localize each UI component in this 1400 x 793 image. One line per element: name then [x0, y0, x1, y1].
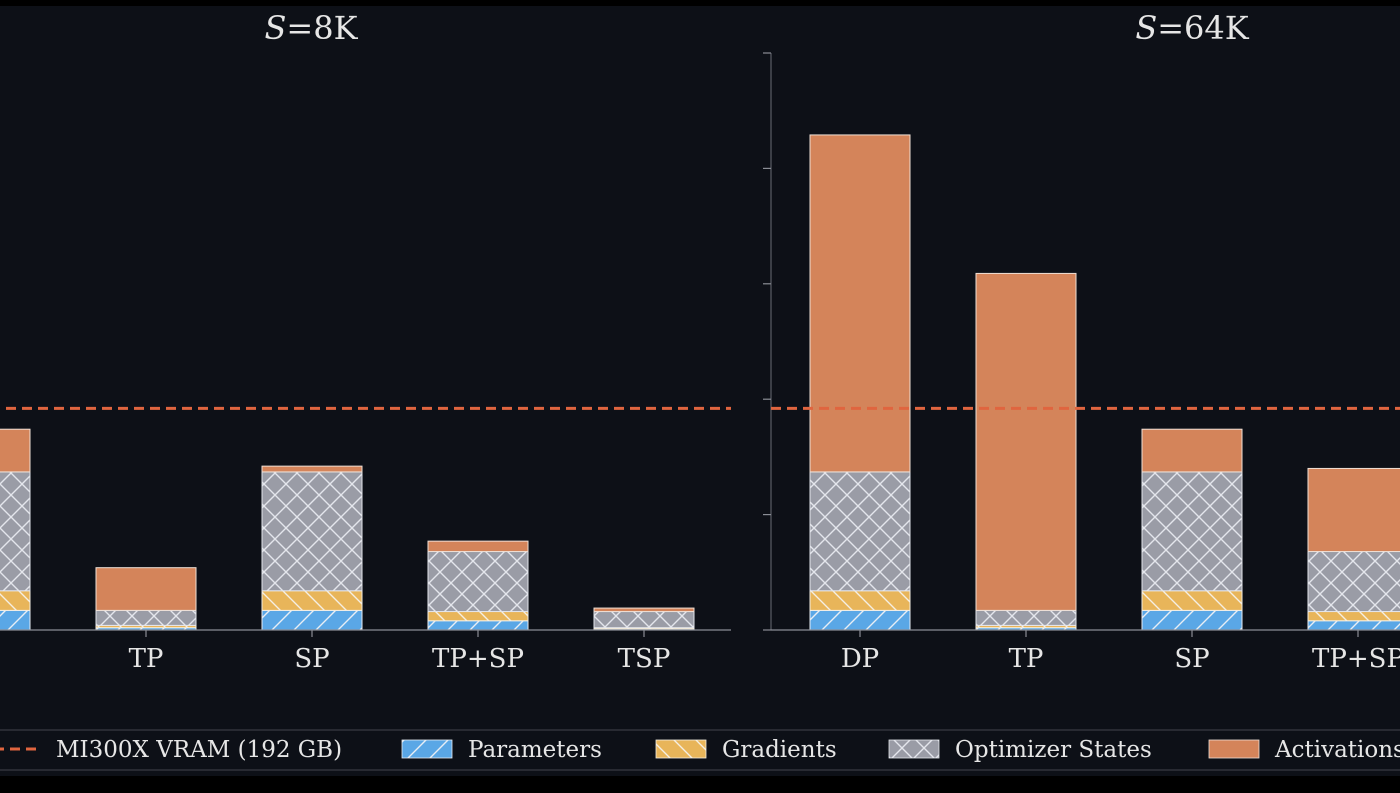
panel-title-value: =64K	[1157, 9, 1250, 47]
bar-activations-dp	[809, 134, 911, 473]
bar-activations-tsp	[593, 607, 695, 613]
bar-activations-tp-plus-sp	[1307, 467, 1400, 553]
x-tick-label: TSP	[618, 644, 671, 674]
x-tick-label: SP	[294, 644, 329, 674]
panel-title-var: S	[1135, 9, 1157, 47]
bar-parameters-tp-plus-sp	[427, 620, 529, 631]
bar-optimizer-dp	[809, 471, 911, 592]
bar-optimizer-tp	[95, 609, 197, 626]
bar-gradients-sp	[261, 590, 363, 611]
panel-title-s64k: S=64K	[1135, 9, 1249, 47]
bars-s64k	[809, 134, 1400, 631]
legend-parameters-label: Parameters	[468, 737, 602, 763]
bar-optimizer-sp	[1141, 471, 1243, 592]
bar-gradients-dp	[0, 590, 31, 611]
bar-parameters-sp	[1141, 609, 1243, 631]
legend-parameters-swatch	[401, 739, 453, 759]
bar-gradients-tp-plus-sp	[427, 611, 529, 622]
bar-parameters-dp	[0, 609, 31, 631]
bar-gradients-dp	[809, 590, 911, 611]
bar-optimizer-tsp	[593, 611, 695, 629]
panel-title-value: =8K	[286, 9, 358, 47]
bar-optimizer-dp	[0, 471, 31, 592]
x-tick-label: TP	[1009, 644, 1044, 674]
bar-optimizer-tp	[975, 609, 1077, 626]
legend-vram-label: MI300X VRAM (192 GB)	[56, 737, 342, 763]
bar-optimizer-tp-plus-sp	[427, 551, 529, 613]
panel-title-s8k: S=8K	[265, 9, 359, 47]
legend-gradients-label: Gradients	[722, 737, 837, 763]
legend-optimizer-label: Optimizer States	[955, 737, 1152, 763]
bar-parameters-sp	[261, 609, 363, 631]
legend-activations-swatch	[1208, 739, 1260, 759]
bar-gradients-tp-plus-sp	[1307, 611, 1400, 622]
bar-activations-tp	[95, 567, 197, 611]
bar-activations-sp	[261, 465, 363, 473]
y-ticks-s64k	[763, 52, 771, 631]
panel-title-var: S	[265, 9, 287, 47]
x-tick-label: TP+SP	[1312, 644, 1400, 674]
legend-activations-label: Activations	[1274, 737, 1400, 763]
bar-parameters-tp-plus-sp	[1307, 620, 1400, 631]
x-tick-label: SP	[1174, 644, 1209, 674]
x-ticks-s64k: DP TP SP TP+SP	[841, 630, 1400, 674]
bar-activations-tp-plus-sp	[427, 540, 529, 553]
legend-gradients-swatch	[655, 739, 707, 759]
bar-optimizer-sp	[261, 471, 363, 592]
bar-activations-dp	[0, 428, 31, 473]
bar-activations-sp	[1141, 428, 1243, 473]
panel-s64k: S=64K DP TP SP TP+SP	[763, 9, 1400, 674]
bar-gradients-sp	[1141, 590, 1243, 611]
legend: MI300X VRAM (192 GB) Parameters Gradient…	[0, 729, 1400, 771]
bars-s8k	[0, 428, 695, 631]
bar-optimizer-tp-plus-sp	[1307, 551, 1400, 613]
bar-activations-tp	[975, 272, 1077, 611]
x-tick-label: DP	[841, 644, 879, 674]
x-tick-label: TP	[129, 644, 164, 674]
top-border	[0, 0, 1400, 6]
x-tick-label: TP+SP	[432, 644, 524, 674]
legend-optimizer-swatch	[888, 739, 940, 759]
bottom-border	[0, 776, 1400, 788]
bar-parameters-dp	[809, 609, 911, 631]
